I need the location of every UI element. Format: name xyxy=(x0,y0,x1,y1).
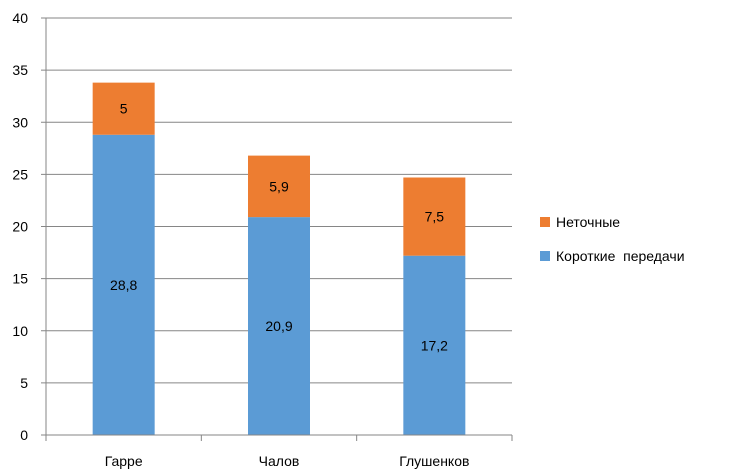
bar-short-passes xyxy=(248,217,310,435)
y-tick-label: 10 xyxy=(12,323,28,339)
y-tick-label: 20 xyxy=(12,219,28,235)
y-tick-label: 0 xyxy=(20,427,28,443)
data-label: 5,9 xyxy=(269,178,289,194)
y-tick-label: 5 xyxy=(20,375,28,391)
x-tick-label: Чалов xyxy=(259,453,300,469)
y-tick-label: 30 xyxy=(12,114,28,130)
legend-label: Короткие передачи xyxy=(556,248,685,264)
bar-inaccurate xyxy=(403,177,466,256)
y-tick-label: 15 xyxy=(12,271,28,287)
axes: 0 5 10 15 20 25 30 35 40 Гарре Чалов Глушенков xyxy=(12,10,513,469)
x-tick-label: Гарре xyxy=(105,453,143,469)
data-label: 7,5 xyxy=(425,209,445,225)
y-tick-label: 35 xyxy=(12,62,28,78)
data-label: 17,2 xyxy=(421,337,448,353)
bar-inaccurate xyxy=(248,155,310,218)
legend: Неточные Короткие передачи xyxy=(540,214,685,264)
bars: 28,8 5 20,9 5,9 17,2 7,5 xyxy=(92,82,466,435)
x-tick-label: Глушенков xyxy=(399,453,469,469)
legend-swatch xyxy=(540,217,550,227)
y-tick-label: 25 xyxy=(12,166,28,182)
legend-label: Неточные xyxy=(556,214,620,230)
data-label: 28,8 xyxy=(110,277,137,293)
data-label: 5 xyxy=(120,101,128,117)
legend-swatch xyxy=(540,251,550,261)
data-label: 20,9 xyxy=(265,318,292,334)
bar-short-passes xyxy=(403,255,466,435)
bar-inaccurate xyxy=(92,82,155,135)
y-tick-label: 40 xyxy=(12,10,28,26)
bar-short-passes xyxy=(92,134,155,435)
